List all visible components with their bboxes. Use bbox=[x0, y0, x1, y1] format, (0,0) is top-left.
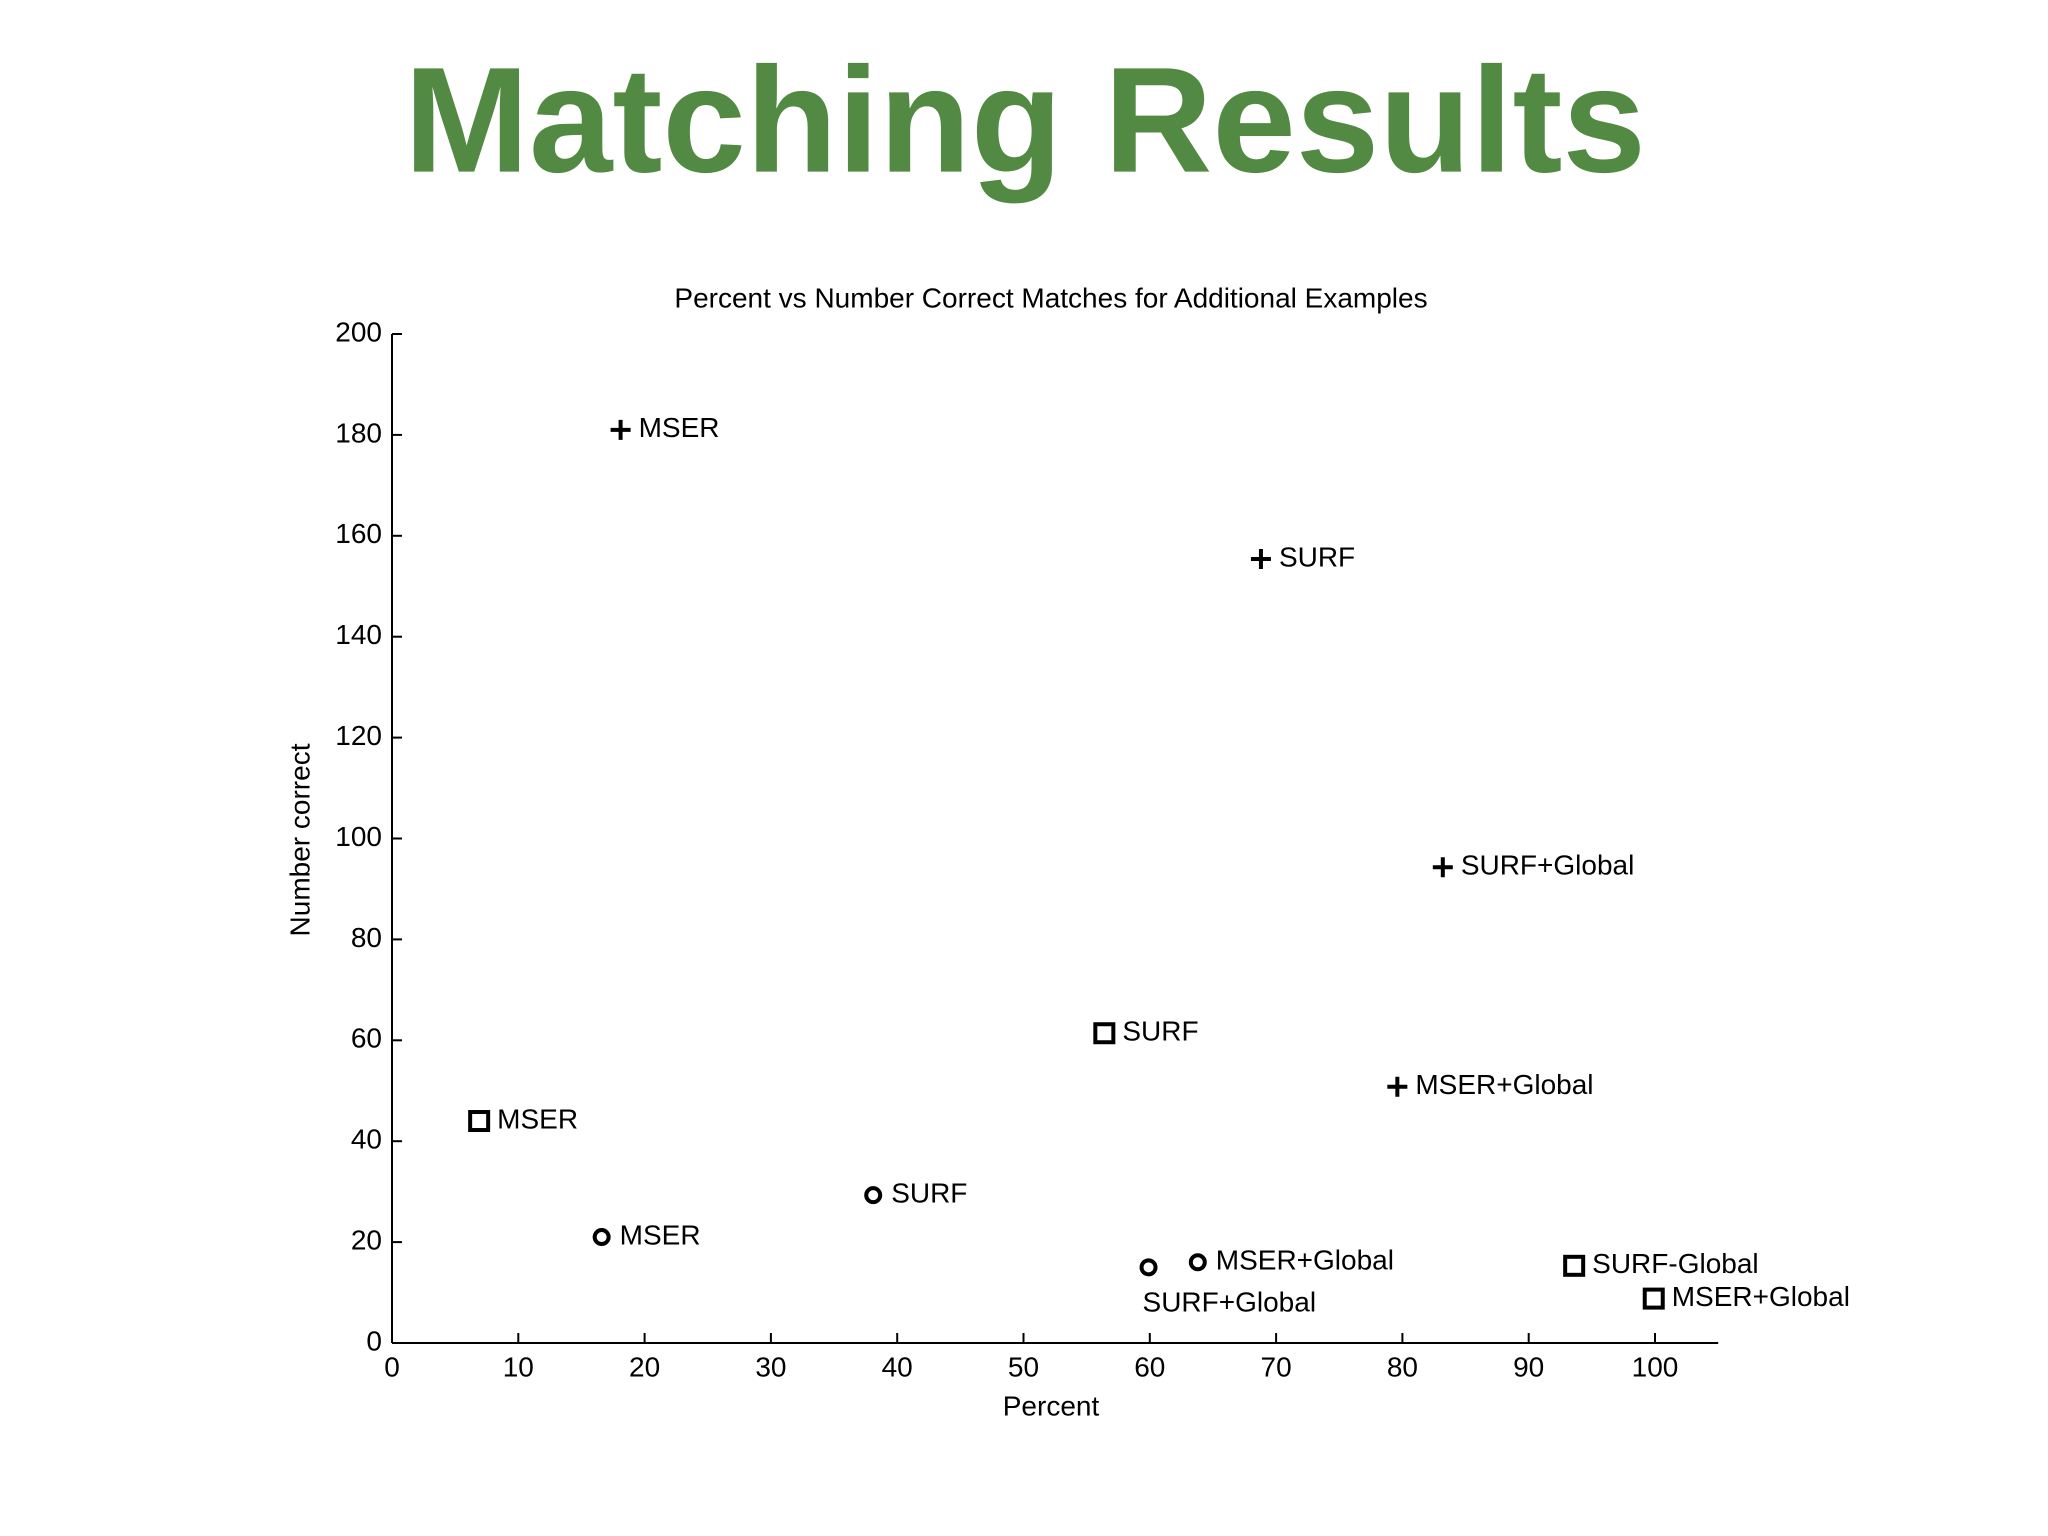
point-label: MSER+Global bbox=[1415, 1069, 1593, 1100]
x-tick-label: 40 bbox=[882, 1351, 913, 1382]
x-axis-label: Percent bbox=[1003, 1390, 1100, 1421]
square-marker bbox=[468, 1110, 491, 1133]
y-tick-label: 20 bbox=[351, 1224, 382, 1255]
square-marker bbox=[1642, 1287, 1665, 1310]
y-tick-label: 200 bbox=[335, 316, 382, 347]
plus-marker bbox=[1387, 1076, 1408, 1097]
point-label: SURF bbox=[1122, 1016, 1198, 1047]
x-tick-label: 0 bbox=[384, 1351, 400, 1382]
point-label: SURF-Global bbox=[1592, 1248, 1758, 1279]
circle-marker bbox=[864, 1186, 883, 1205]
point-label: SURF bbox=[1279, 541, 1355, 572]
y-tick-label: 80 bbox=[351, 922, 382, 953]
square-marker bbox=[1563, 1254, 1586, 1277]
x-tick-label: 60 bbox=[1134, 1351, 1165, 1382]
y-tick-label: 120 bbox=[335, 720, 382, 751]
point-label: MSER+Global bbox=[1216, 1245, 1394, 1276]
y-tick-label: 140 bbox=[335, 619, 382, 650]
point-label: MSER bbox=[639, 412, 720, 443]
x-tick-label: 10 bbox=[503, 1351, 534, 1382]
y-tick-label: 100 bbox=[335, 821, 382, 852]
x-tick-label: 50 bbox=[1008, 1351, 1039, 1382]
slide-title: Matching Results bbox=[404, 36, 1646, 204]
circle-marker bbox=[1188, 1253, 1207, 1272]
x-tick-label: 100 bbox=[1632, 1351, 1679, 1382]
y-tick-label: 40 bbox=[351, 1124, 382, 1155]
circle-marker bbox=[1139, 1258, 1158, 1277]
y-tick-label: 160 bbox=[335, 518, 382, 549]
x-tick-label: 80 bbox=[1387, 1351, 1418, 1382]
x-tick-label: 90 bbox=[1513, 1351, 1544, 1382]
plus-marker bbox=[1250, 549, 1271, 570]
y-tick-label: 180 bbox=[335, 417, 382, 448]
y-tick-label: 0 bbox=[366, 1325, 382, 1356]
square-marker bbox=[1093, 1022, 1116, 1045]
circle-marker bbox=[592, 1228, 611, 1247]
point-label: SURF+Global bbox=[1461, 850, 1635, 881]
chart-title: Percent vs Number Correct Matches for Ad… bbox=[674, 282, 1427, 313]
point-label: MSER bbox=[620, 1219, 701, 1250]
plus-marker bbox=[610, 419, 631, 440]
plus-marker bbox=[1432, 857, 1453, 878]
x-tick-label: 70 bbox=[1261, 1351, 1292, 1382]
x-tick-label: 20 bbox=[629, 1351, 660, 1382]
x-tick-label: 30 bbox=[755, 1351, 786, 1382]
y-axis-label: Number correct bbox=[284, 743, 315, 936]
point-label: MSER bbox=[497, 1103, 578, 1134]
point-label: SURF+Global bbox=[1143, 1287, 1317, 1318]
y-tick-label: 60 bbox=[351, 1023, 382, 1054]
point-label: SURF bbox=[891, 1178, 967, 1209]
point-label: MSER+Global bbox=[1672, 1281, 1850, 1312]
